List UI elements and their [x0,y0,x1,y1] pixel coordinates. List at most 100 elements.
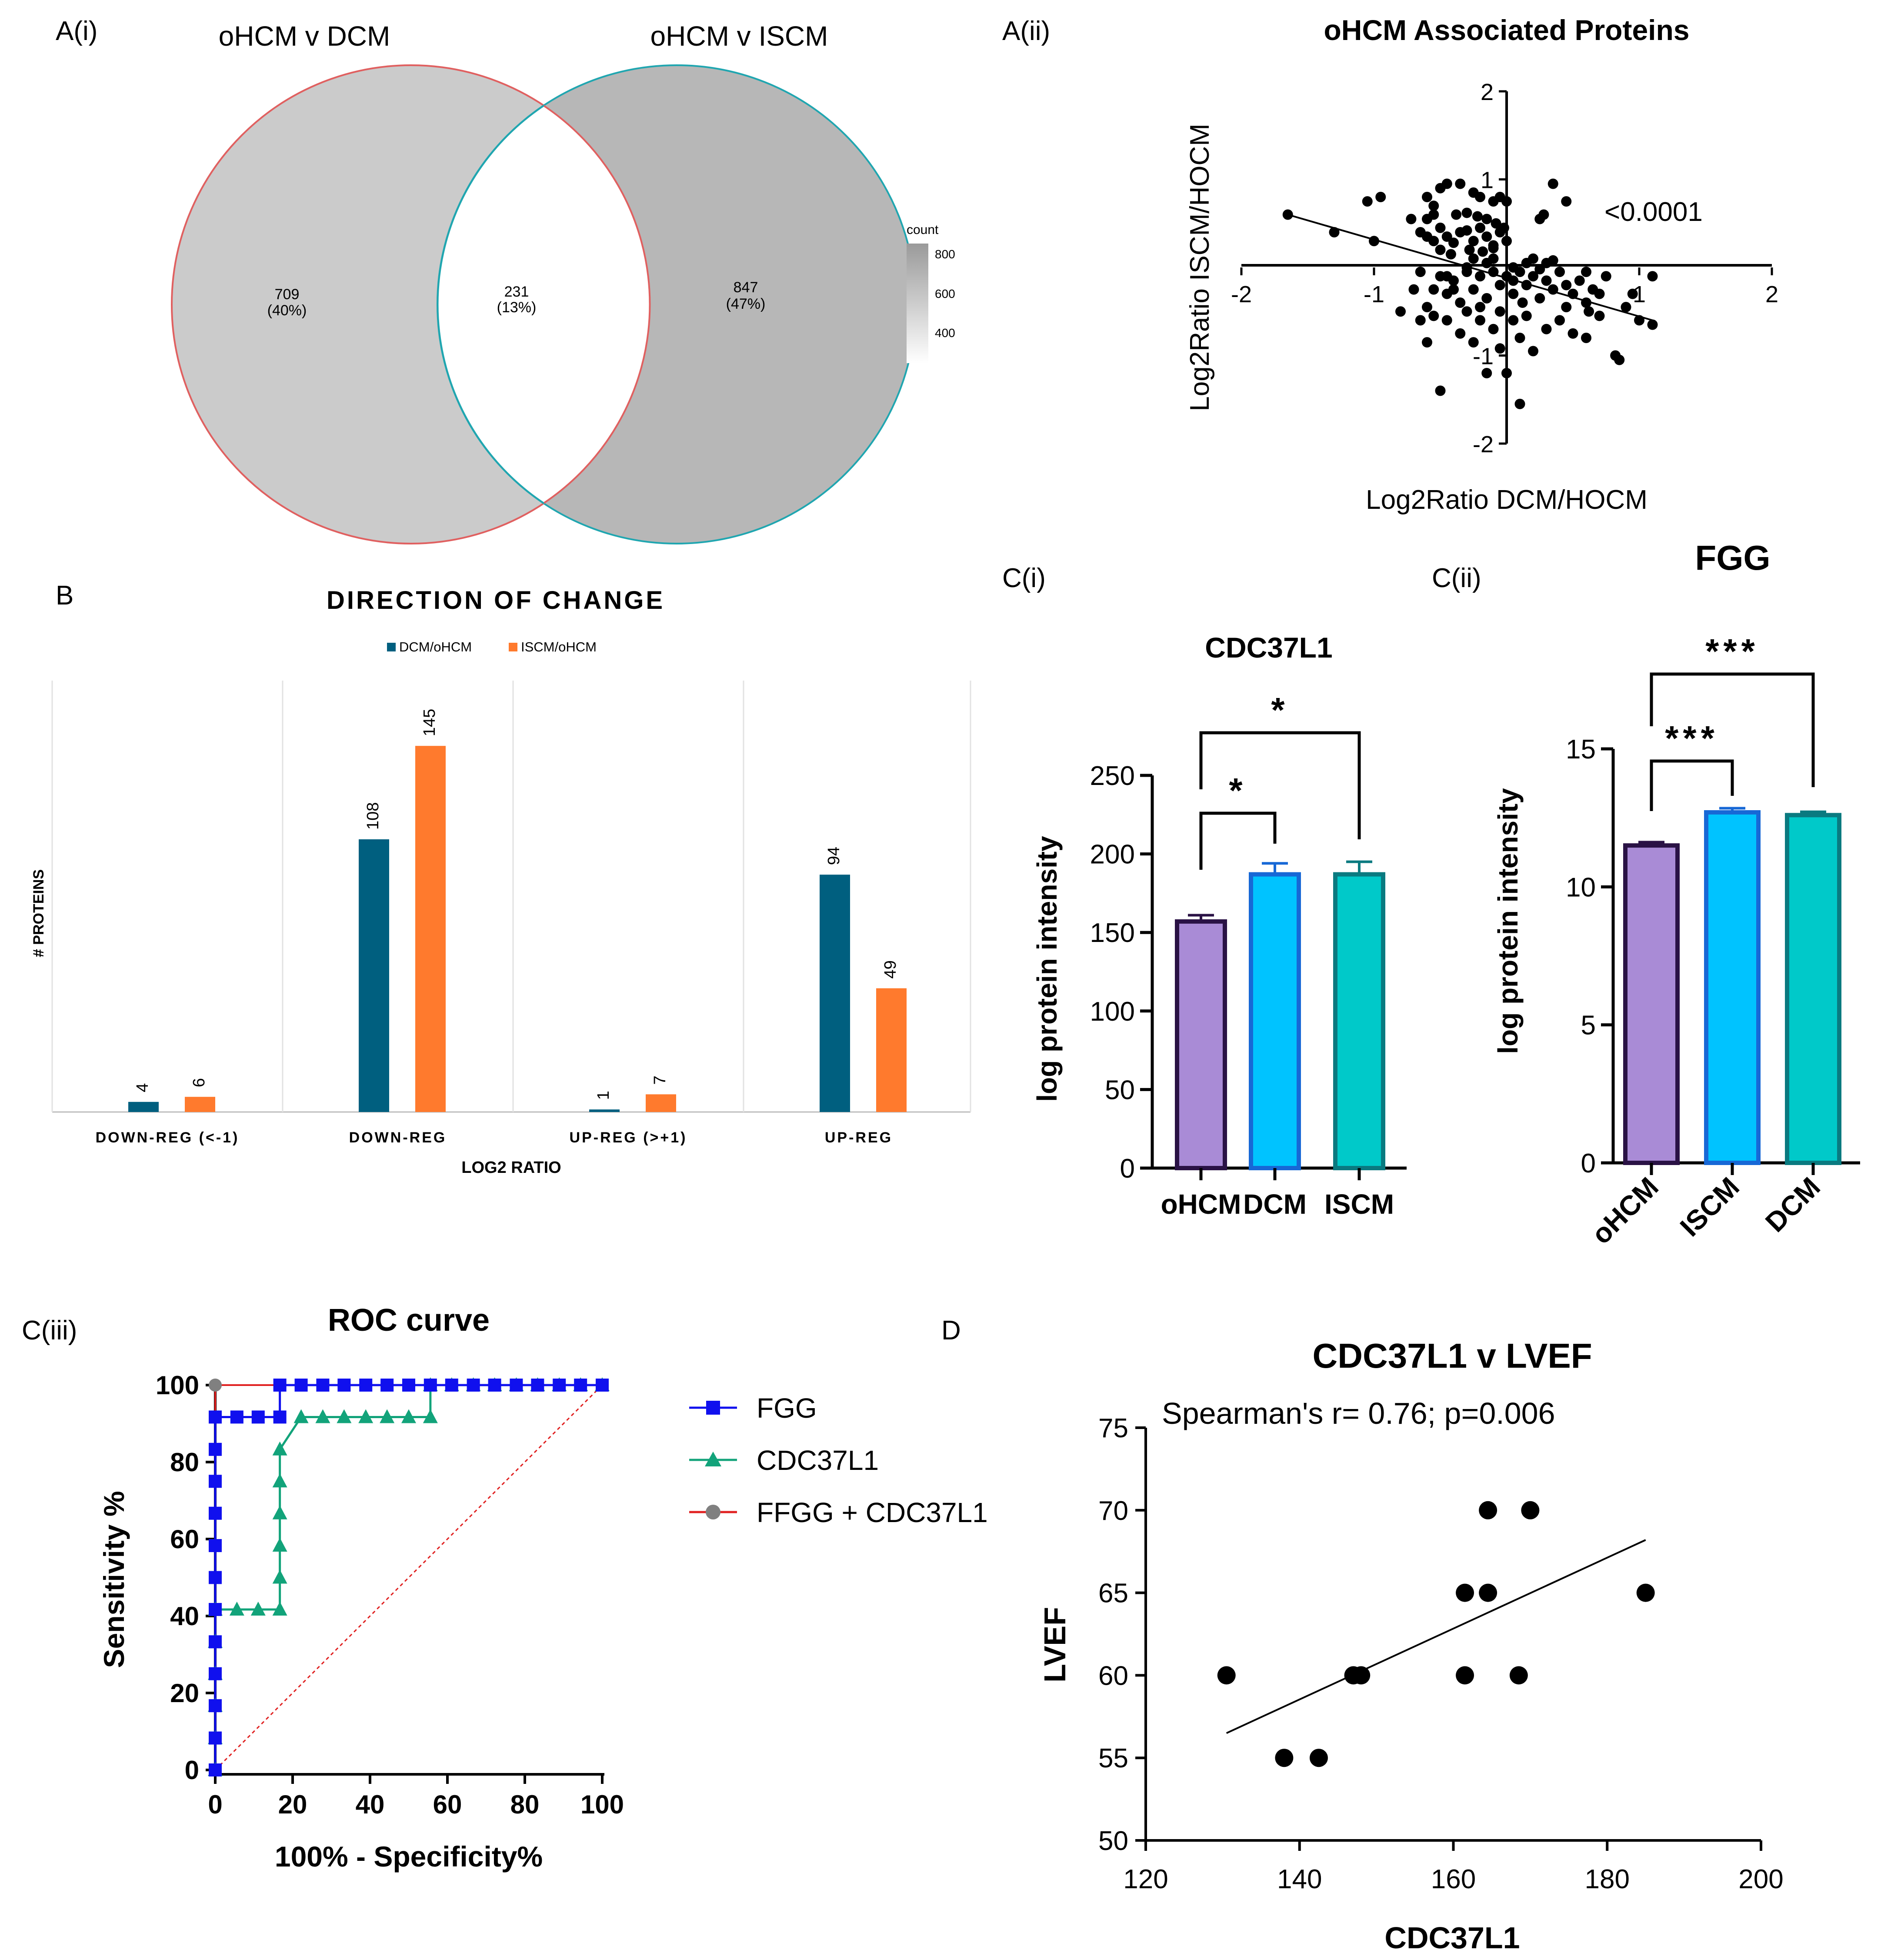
c2-sig-bracket [1650,759,1734,811]
a2-point [1554,315,1565,326]
a2-point [1521,280,1532,290]
c3-y-tick-label: 40 [170,1602,199,1631]
venn-pct-right: (47%) [726,296,766,312]
a2-point [1461,262,1472,273]
b-bar-label: 6 [190,1078,208,1087]
c1-y-tick-label: 200 [1090,840,1135,870]
d-x-tick-label: 160 [1431,1864,1476,1894]
a2-point [1627,288,1638,299]
panel-label-b: B [56,581,73,611]
a2-point [1435,244,1446,255]
venn-set-label-left: oHCM v DCM [219,20,390,52]
c2-bar [1785,813,1841,1165]
a2-point [1475,271,1485,282]
c3-marker-cdc [272,1569,287,1584]
d-ylabel: LVEF [1038,1607,1072,1683]
chart-c3-roc: ROC curve Sensitivity % 100% - Specifici… [98,1303,988,1873]
c2-y-tick-label: 10 [1566,872,1596,902]
a2-point [1282,209,1293,220]
a2-point [1561,280,1572,290]
c3-marker-cdc [272,1441,287,1456]
a2-x-tick-label: 2 [1765,281,1778,307]
venn-legend-gradient [907,244,928,363]
c3-marker-fgg [209,1571,222,1584]
venn-count-center: 231 [504,284,529,300]
c3-y-tick-label: 20 [170,1679,199,1708]
a2-point [1567,288,1578,299]
c3-marker-fgg [445,1379,458,1392]
d-point [1636,1583,1655,1602]
d-point [1275,1749,1294,1767]
c2-ylabel: log protein intensity [1492,788,1524,1054]
c2-sig-star: *** [1665,719,1718,758]
c3-xlabel: 100% - Specificity% [275,1840,543,1873]
c3-marker-cdc [272,1601,287,1616]
d-point [1479,1501,1497,1519]
a2-point [1477,246,1488,257]
chart-d-scatter: CDC37L1 v LVEF Spearman's r= 0.76; p=0.0… [1038,1336,1784,1955]
a2-point [1329,227,1340,237]
panel-label-c3: C(iii) [22,1316,77,1346]
c2-y-tick-label: 15 [1566,735,1596,765]
c1-y-tick-label: 150 [1090,918,1135,948]
b-category-label: DOWN-REG [349,1129,447,1146]
b-legend-swatch-iscm [509,643,517,651]
b-bar [359,839,389,1112]
b-bar-label: 145 [420,709,439,736]
a2-point [1508,315,1519,326]
d-y-tick-label: 55 [1098,1743,1128,1773]
c3-marker-cdc [272,1473,287,1488]
a2-point [1634,315,1644,326]
chart-a2-scatter: oHCM Associated Proteins Log2Ratio DCM/H… [1185,14,1778,515]
a2-point [1501,196,1512,207]
d-y-tick-label: 50 [1098,1826,1128,1856]
venn-legend-tick: 800 [935,247,955,261]
chart-c2-bar: FGG log protein intensity 0 5 10 15 oHCM ISC… [1492,538,1860,1250]
d-title: CDC37L1 v LVEF [1312,1336,1592,1375]
a2-point [1461,306,1472,317]
a2-point [1415,315,1426,326]
panel-label-a2: A(ii) [1002,16,1050,46]
c3-y-tick-label: 0 [185,1756,199,1785]
a2-point [1581,267,1591,277]
a2-point [1406,214,1417,224]
a2-point [1534,293,1545,304]
a2-point [1464,244,1475,255]
c3-marker-combo [209,1379,222,1392]
c2-category-label: oHCM [1585,1171,1664,1250]
b-category-label: DOWN-REG (<-1) [96,1129,240,1146]
c3-marker-cdc [272,1505,287,1519]
c3-reference-line [214,1384,603,1771]
a2-point [1472,211,1483,222]
venn-diagram: oHCM v DCM oHCM v ISCM 709 (40%) 231 (13… [171,20,955,544]
c1-bar [1175,919,1227,1170]
a2-point [1468,236,1479,247]
c3-marker-fgg [359,1379,373,1392]
panel-label-c1: C(i) [1002,563,1046,593]
c3-x-tick-label: 0 [208,1790,222,1819]
c2-bar [1623,843,1680,1165]
a2-point [1594,288,1605,299]
a2-point [1428,284,1439,295]
a2-point [1528,253,1538,264]
c3-marker-cdc [229,1601,244,1616]
a2-point [1369,236,1379,247]
c3-marker-cdc [401,1409,416,1423]
c3-marker-fgg [209,1539,222,1553]
a2-point [1534,264,1545,275]
a2-point [1445,249,1456,260]
b-legend-iscm: ISCM/oHCM [521,639,597,654]
a2-point [1468,337,1479,348]
c3-x-tick-label: 40 [356,1790,385,1819]
c1-sig-star: * [1229,771,1247,810]
b-category-label: UP-REG [825,1129,893,1146]
c3-marker-fgg [510,1379,523,1392]
a2-point [1538,209,1549,220]
a2-point [1461,207,1472,218]
a2-point [1561,196,1572,207]
b-bar [876,988,907,1112]
d-fit-line [1226,1539,1646,1734]
c3-marker-fgg [574,1379,587,1392]
a2-point [1395,306,1406,317]
